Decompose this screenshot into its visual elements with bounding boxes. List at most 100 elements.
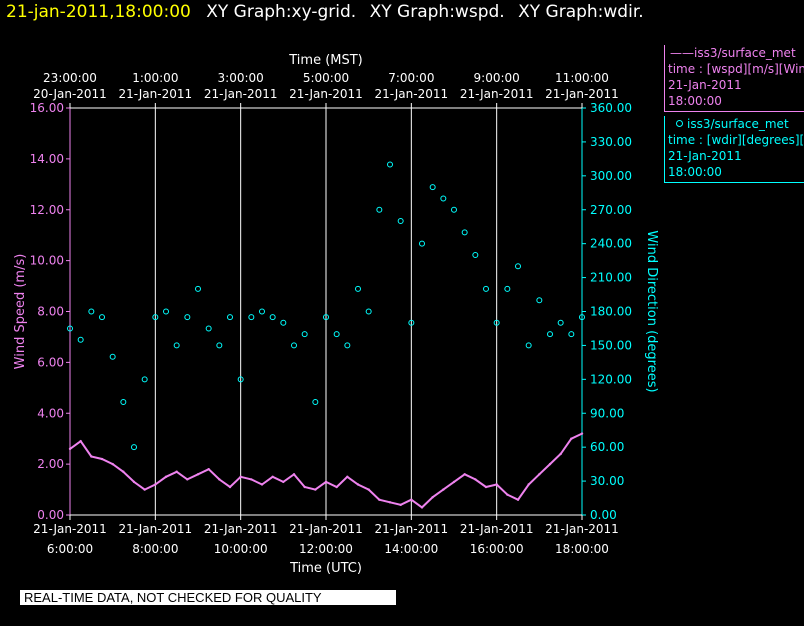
- data-point-wdir: [397, 218, 404, 225]
- top-tick-time: 11:00:00: [555, 71, 609, 85]
- data-point-wdir: [376, 206, 383, 213]
- right-tick-label: 120.00: [590, 372, 632, 386]
- data-point-wspd: [100, 457, 104, 461]
- data-point-wspd: [218, 478, 221, 481]
- right-tick-label: 330.00: [590, 135, 632, 149]
- data-point-wdir: [109, 353, 116, 360]
- data-point-wspd: [132, 480, 136, 484]
- data-point-wspd: [260, 483, 264, 486]
- bottom-tick-time: 16:00:00: [470, 542, 524, 556]
- data-point-wspd: [442, 488, 445, 491]
- top-tick-time: 5:00:00: [303, 71, 349, 85]
- data-point-wspd: [143, 488, 146, 491]
- bottom-tick-time: 18:00:00: [555, 542, 609, 556]
- right-tick-label: 240.00: [590, 237, 632, 251]
- legend-wdir-title: iss3/surface_met: [687, 117, 789, 131]
- data-point-wspd: [388, 501, 392, 504]
- data-point-wspd: [250, 478, 253, 481]
- data-point-wspd: [346, 475, 349, 479]
- bottom-tick-time: 6:00:00: [47, 542, 93, 556]
- data-point-wdir: [227, 314, 233, 321]
- top-tick-time: 23:00:00: [43, 71, 97, 85]
- x-axis-title: Time (UTC): [289, 561, 362, 576]
- legend-entry-wdir[interactable]: iss3/surface_met time : [wdir][degrees][…: [664, 116, 804, 183]
- bottom-tick-time: 12:00:00: [299, 542, 353, 556]
- top-tick-time: 9:00:00: [474, 71, 520, 85]
- data-point-wspd: [303, 485, 306, 489]
- data-point-wdir: [536, 297, 543, 304]
- left-tick-label: 2.00: [37, 457, 64, 471]
- left-tick-label: 16.00: [30, 101, 64, 115]
- data-point-wspd: [175, 470, 178, 473]
- data-point-wdir: [120, 398, 127, 405]
- data-point-wspd: [463, 473, 466, 476]
- data-point-wdir: [493, 319, 500, 326]
- right-tick-label: 300.00: [590, 169, 632, 183]
- legend-wdir-date: 21-Jan-2011: [668, 149, 742, 163]
- bottom-tick-date: 21-Jan-2011: [289, 522, 363, 536]
- data-point-wdir: [216, 342, 223, 349]
- legend-circle-marker: [676, 120, 683, 127]
- data-point-wdir: [568, 331, 575, 338]
- header-graph-wdir[interactable]: XY Graph:wdir.: [518, 2, 644, 22]
- data-point-wspd: [495, 483, 498, 486]
- data-point-wspd: [452, 480, 456, 484]
- data-point-wspd: [239, 475, 242, 479]
- data-point-wspd: [580, 432, 584, 435]
- data-point-wdir: [429, 184, 436, 191]
- data-point-wdir: [440, 195, 447, 202]
- data-point-wdir: [504, 285, 511, 292]
- legend-wdir-desc: time : [wdir][degrees][Wind Direction]: [668, 133, 804, 147]
- data-point-wspd: [154, 483, 157, 486]
- legend: ——iss3/surface_met time : [wspd][m/s][Wi…: [664, 45, 804, 187]
- right-tick-label: 150.00: [590, 338, 632, 352]
- legend-line-marker: ——: [670, 46, 694, 60]
- right-tick-label: 360.00: [590, 101, 632, 115]
- data-point-wdir: [579, 314, 585, 321]
- left-tick-label: 14.00: [30, 152, 64, 166]
- data-point-wdir: [515, 263, 521, 270]
- right-tick-label: 0.00: [590, 508, 617, 522]
- data-point-wdir: [173, 342, 180, 349]
- header-graph-wspd[interactable]: XY Graph:wspd.: [369, 2, 505, 22]
- data-point-wspd: [559, 452, 562, 456]
- data-point-wspd: [292, 473, 296, 476]
- data-point-wspd: [431, 495, 434, 499]
- left-tick-label: 6.00: [37, 355, 64, 369]
- data-point-wdir: [557, 319, 564, 326]
- header-graph-xy-grid[interactable]: XY Graph:xy-grid.: [206, 2, 357, 22]
- data-point-wdir: [195, 285, 201, 292]
- grid: [69, 108, 583, 515]
- bottom-tick-date: 21-Jan-2011: [119, 522, 193, 536]
- data-point-wdir: [419, 240, 425, 247]
- data-point-wspd: [484, 485, 488, 489]
- data-point-wdir: [344, 342, 351, 349]
- data-point-wspd: [335, 485, 338, 489]
- data-point-wdir: [67, 325, 73, 332]
- data-point-wspd: [378, 498, 381, 501]
- data-point-wspd: [410, 498, 413, 501]
- top-tick-date: 21-Jan-2011: [460, 87, 534, 101]
- data-point-wspd: [506, 493, 509, 496]
- right-tick-label: 270.00: [590, 203, 632, 217]
- data-point-wdir: [525, 342, 532, 349]
- data-point-wspd: [90, 455, 93, 458]
- data-point-wdir: [280, 319, 287, 326]
- bottom-tick-time: 8:00:00: [132, 542, 178, 556]
- data-point-wdir: [141, 376, 148, 383]
- data-point-wspd: [282, 480, 285, 484]
- top-tick-time: 1:00:00: [132, 71, 178, 85]
- legend-entry-wspd[interactable]: ——iss3/surface_met time : [wspd][m/s][Wi…: [664, 45, 804, 112]
- data-point-wdir: [355, 285, 361, 292]
- axes: [66, 103, 586, 520]
- data-point-wdir: [237, 376, 244, 383]
- series: [67, 161, 585, 509]
- data-point-wspd: [271, 475, 274, 479]
- data-point-wdir: [365, 308, 372, 315]
- data-point-wspd: [420, 506, 424, 509]
- left-tick-label: 8.00: [37, 305, 64, 319]
- legend-wspd-date: 21-Jan-2011: [668, 78, 742, 92]
- header-timestamp: 21-jan-2011,18:00:00: [6, 2, 191, 22]
- data-point-wspd: [164, 475, 168, 479]
